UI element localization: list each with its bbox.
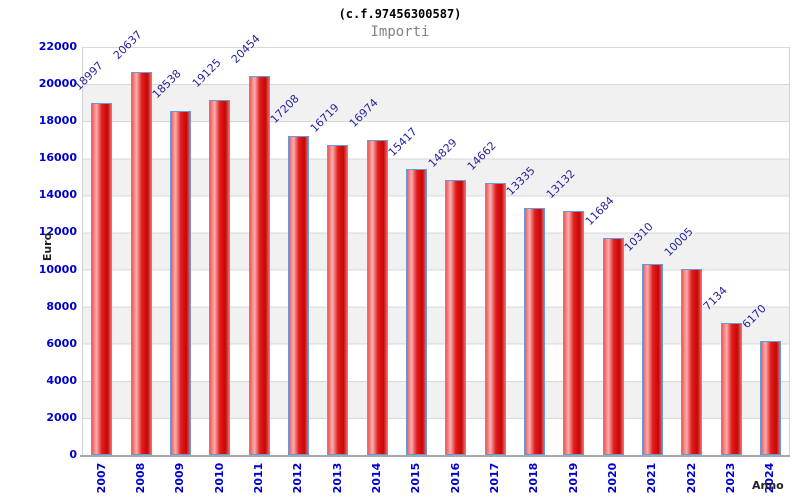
x-tick-label: 2023: [724, 462, 737, 494]
x-tick-label: 2015: [409, 462, 422, 494]
y-tick-label: 22000: [38, 40, 77, 53]
y-tick-label: 0: [69, 448, 77, 461]
y-tick-label: 6000: [46, 337, 77, 350]
x-tick-label: 2020: [606, 462, 619, 494]
x-tick-label: 2010: [213, 462, 226, 494]
x-tick-label: 2008: [134, 462, 147, 494]
bar-2020: [603, 238, 624, 455]
y-tick-label: 2000: [46, 411, 77, 424]
bar-2008: [131, 72, 152, 455]
y-tick-label: 8000: [46, 300, 77, 313]
x-tick-label: 2012: [291, 462, 304, 494]
bar-2012: [288, 136, 309, 455]
bar-2009: [170, 111, 191, 455]
bar-2019: [563, 211, 584, 455]
x-tick-label: 2013: [331, 462, 344, 494]
y-tick-label: 16000: [38, 151, 77, 164]
x-tick-label: 2021: [645, 462, 658, 494]
x-tick-label: 2016: [449, 462, 462, 494]
x-tick-label: 2011: [252, 462, 265, 494]
x-axis-line: [80, 455, 790, 457]
x-tick-label: 2019: [567, 462, 580, 494]
bar-2016: [445, 180, 466, 455]
bar-2007: [91, 103, 112, 455]
y-tick-label: 12000: [38, 225, 77, 238]
y-axis-title: Euro: [41, 232, 54, 262]
y-tick-label: 10000: [38, 263, 77, 276]
y-tick-label: 4000: [46, 374, 77, 387]
y-tick-label: 20000: [38, 77, 77, 90]
bar-2024: [760, 341, 781, 455]
x-tick-label: 2022: [685, 462, 698, 494]
plot-area: [82, 47, 790, 455]
bar-2015: [406, 169, 427, 455]
bar-2021: [642, 264, 663, 455]
x-tick-label: 2009: [173, 462, 186, 494]
y-tick-label: 14000: [38, 188, 77, 201]
chart-title: (c.f.97456300587): [338, 7, 462, 21]
x-tick-label: 2017: [488, 462, 501, 494]
bar-2014: [367, 140, 388, 455]
bar-2013: [327, 145, 348, 455]
x-tick-label: 2014: [370, 462, 383, 494]
bar-2018: [524, 208, 545, 455]
bar-2022: [681, 269, 702, 455]
x-tick-label: 2024: [763, 462, 776, 494]
x-axis-title: Anno: [752, 479, 784, 492]
bar-2017: [485, 183, 506, 455]
x-tick-label: 2007: [95, 462, 108, 494]
x-tick-label: 2018: [527, 462, 540, 494]
bar-2023: [721, 323, 742, 455]
chart-subtitle: Importi: [370, 24, 430, 40]
bar-2010: [209, 100, 230, 455]
y-tick-label: 18000: [38, 114, 77, 127]
bar-2011: [249, 76, 270, 455]
